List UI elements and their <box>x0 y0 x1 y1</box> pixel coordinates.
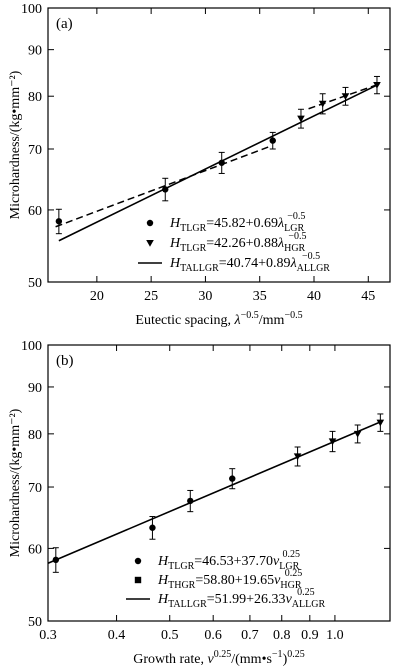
data-marks-b <box>47 413 385 573</box>
data-point <box>162 186 169 193</box>
fit-line-all <box>47 420 383 565</box>
x-tick-label-a: 35 <box>253 289 267 304</box>
legend-marker <box>134 576 142 584</box>
legend-label: HTLGR=46.53+37.70vLGR0.25 <box>157 549 300 572</box>
fit-line-series-1 <box>55 145 271 228</box>
x-tick-label-a: 25 <box>144 289 158 304</box>
y-tick-label-b: 50 <box>28 615 42 630</box>
data-point <box>269 137 276 144</box>
data-point <box>376 419 385 427</box>
y-tick-label-b: 70 <box>28 481 42 496</box>
legend-entry: HTLGR=45.82+0.69λLGR−0.5 <box>146 211 305 234</box>
data-point <box>353 430 362 438</box>
y-tick-label-a: 100 <box>21 2 42 17</box>
data-point <box>297 115 305 123</box>
y-tick-label-b: 60 <box>28 542 42 557</box>
panel-label-a: (a) <box>56 16 73 32</box>
legend-label: HTALLGR=40.74+0.89λALLGR−0.5 <box>169 251 330 274</box>
data-point <box>52 556 60 564</box>
x-tick-label-b: 0.3 <box>39 628 57 643</box>
y-tick-label-a: 70 <box>28 143 42 158</box>
y-tick-label-a: 50 <box>28 276 42 291</box>
data-point <box>318 100 327 108</box>
x-tick-labels-b: 0.3 0.4 0.5 0.6 0.7 0.8 0.9 1.0 <box>39 628 343 643</box>
data-point <box>55 218 63 225</box>
y-tick-label-a: 60 <box>28 204 42 219</box>
x-axis-label-a: Eutectic spacing, λ−0.5/mm−0.5 <box>135 310 302 328</box>
y-tick-label-b: 90 <box>28 381 42 396</box>
y-tick-labels-b: 50 60 70 80 90 100 <box>21 339 42 630</box>
y-axis-label-b: Microhardness/(kg•mm⁻²) <box>8 408 23 557</box>
x-tick-label-b: 0.6 <box>204 628 222 643</box>
y-tick-label-b: 80 <box>28 428 42 443</box>
legend-entry: HTHGR=58.80+19.65vHGR0.25 <box>134 568 302 591</box>
x-tick-label-b: 0.4 <box>108 628 126 643</box>
legend-label: HTHGR=58.80+19.65vHGR0.25 <box>157 568 302 591</box>
axis-ticks-a <box>48 8 390 282</box>
data-point <box>187 497 194 505</box>
legend-marker <box>146 240 154 247</box>
x-tick-labels-a: 20 25 30 35 40 45 <box>90 289 375 304</box>
legend-label: HTLGR=42.26+0.88λHGR−0.5 <box>169 231 307 254</box>
data-point <box>373 82 381 89</box>
data-point <box>149 524 156 531</box>
chart-panel-b: 0.3 0.4 0.5 0.6 0.7 0.8 0.9 1.0 50 60 70 80 90 100 (… <box>8 339 391 667</box>
x-tick-label-b: 0.9 <box>301 628 319 643</box>
y-axis-label-a: Microhardness/(kg•mm⁻²) <box>8 70 23 219</box>
data-marks-a <box>55 75 381 242</box>
y-tick-label-b: 100 <box>21 339 42 354</box>
x-tick-label-a: 45 <box>361 289 375 304</box>
legend-entry: HTALLGR=51.99+26.33vALLGR0.25 <box>126 587 325 610</box>
x-tick-label-b: 0.8 <box>273 628 291 643</box>
data-point <box>293 453 302 461</box>
legend-marker <box>134 557 142 565</box>
legend-entry: HTLGR=46.53+37.70vLGR0.25 <box>134 549 300 572</box>
x-tick-label-a: 20 <box>90 289 104 304</box>
legend-b: HTLGR=46.53+37.70vLGR0.25HTHGR=58.80+19.… <box>126 549 325 610</box>
y-tick-label-a: 90 <box>28 44 42 59</box>
legend-a: HTLGR=45.82+0.69λLGR−0.5HTLGR=42.26+0.88… <box>138 211 330 274</box>
x-tick-label-b: 0.5 <box>161 628 179 643</box>
y-tick-label-a: 80 <box>28 90 42 105</box>
x-tick-label-a: 30 <box>198 289 212 304</box>
legend-label: HTALLGR=51.99+26.33vALLGR0.25 <box>157 587 325 610</box>
legend-entry: HTLGR=42.26+0.88λHGR−0.5 <box>146 231 307 254</box>
legend-label: HTLGR=45.82+0.69λLGR−0.5 <box>169 211 305 234</box>
x-tick-label-b: 0.7 <box>241 628 259 643</box>
data-point <box>341 93 350 101</box>
panel-label-b: (b) <box>56 353 74 369</box>
legend-marker <box>146 219 154 227</box>
plot-frame-a <box>47 7 391 283</box>
x-tick-label-b: 1.0 <box>326 628 344 643</box>
axis-ticks-b <box>47 345 390 621</box>
legend-entry: HTALLGR=40.74+0.89λALLGR−0.5 <box>138 251 330 274</box>
data-point <box>328 438 337 446</box>
plot-frame-b <box>47 344 391 622</box>
data-point <box>218 159 225 166</box>
x-tick-label-a: 40 <box>307 289 321 304</box>
chart-panel-a: 20 25 30 35 40 45 50 60 70 80 90 100 (a) HTLGR=45.… <box>8 2 391 328</box>
y-tick-labels-a: 50 60 70 80 90 100 <box>21 2 42 291</box>
data-point <box>229 475 236 482</box>
x-axis-label-b: Growth rate, v0.25/(mm•s−1)0.25 <box>133 649 304 667</box>
